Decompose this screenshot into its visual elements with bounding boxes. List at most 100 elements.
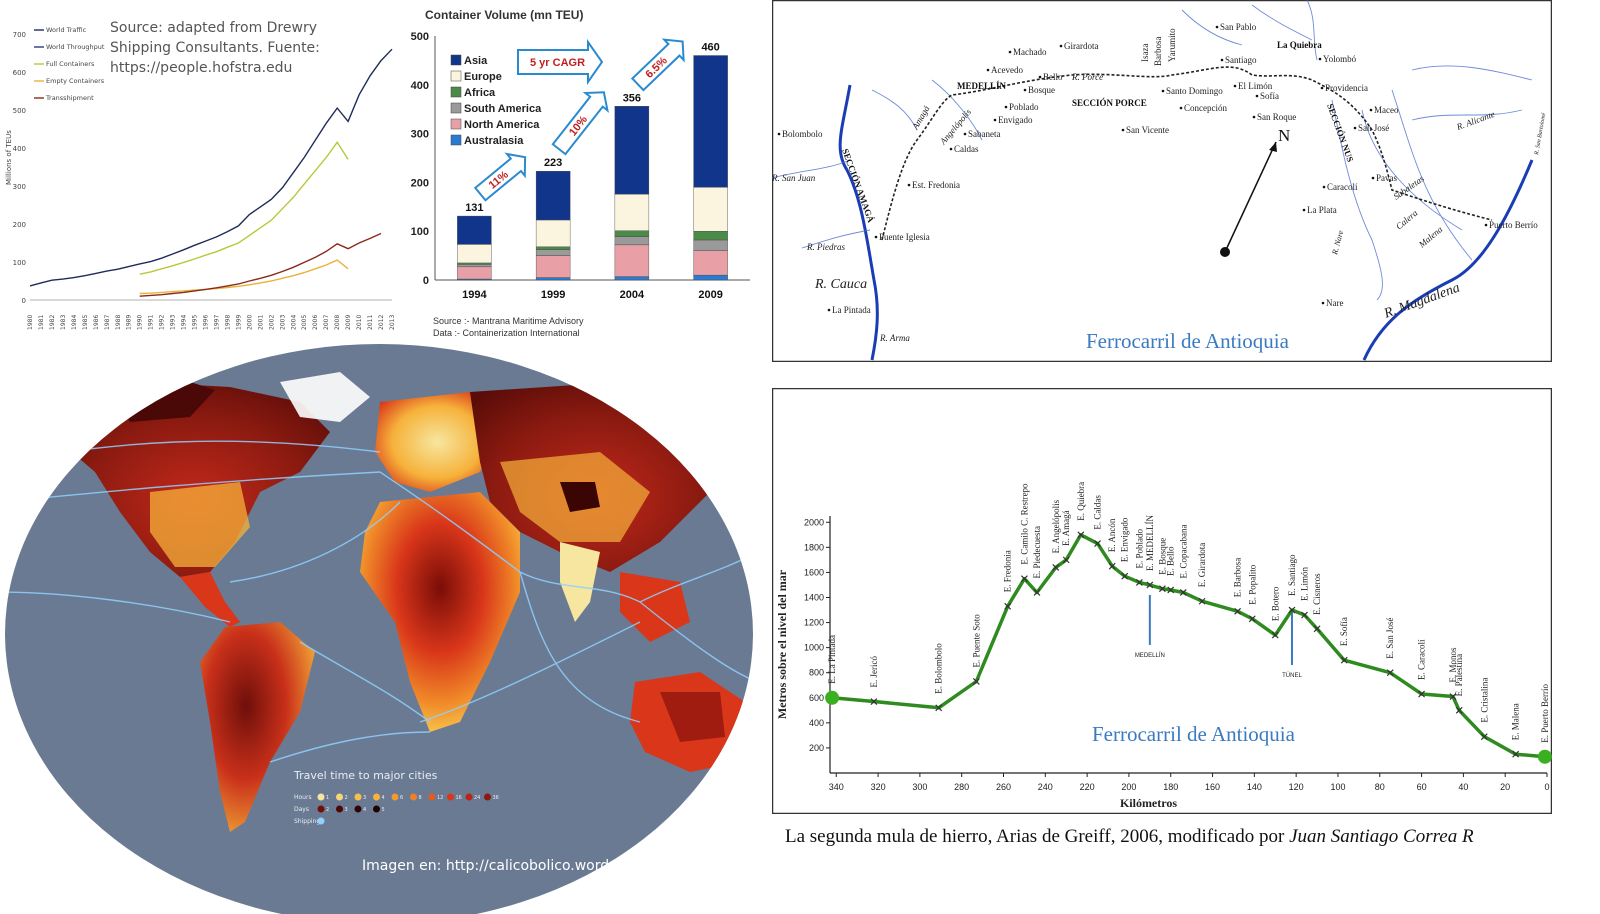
map-credit: Imagen en: http://calicobolico.wordpress…: [362, 858, 681, 874]
teu-x-tick: 1987: [104, 315, 111, 330]
place-label: Caldas: [954, 144, 979, 154]
legend-hours-tick: 8: [419, 795, 422, 801]
station-label: E. Jericó: [869, 656, 879, 688]
cv-legend-label: North America: [464, 119, 540, 131]
place-label: Maceo: [1374, 105, 1399, 115]
station-marker: [1062, 556, 1070, 564]
medellin-marker-label: MEDELLÍN: [1135, 652, 1165, 659]
cv-source-line-2: Data :- Containerization International: [433, 328, 580, 338]
place-label: SECCIÓN PORCE: [1072, 98, 1147, 108]
teu-y-tick: 300: [13, 183, 26, 191]
legend-hours-tick: 6: [400, 795, 403, 801]
station-label: E. Caldas: [1093, 495, 1103, 530]
legend-hours-swatch: [317, 793, 325, 801]
place-label: Santiago: [1225, 55, 1257, 65]
place-label: Bello: [1043, 72, 1063, 82]
cv-legend-swatch: [450, 54, 462, 66]
place-dot: [907, 183, 911, 187]
cv-bar-segment: [614, 230, 650, 237]
legend-hours-swatch: [465, 793, 473, 801]
station-label: E. Puerto Berrío: [1540, 683, 1550, 742]
station-label: E. Camilo C. Restrepo: [1019, 483, 1029, 565]
teu-x-tick: 2010: [356, 315, 363, 330]
cv-bar-segment: [457, 244, 492, 264]
station-marker: [1288, 606, 1296, 614]
station-marker: [1135, 579, 1143, 586]
station-marker: [1248, 615, 1256, 623]
cv-legend-label: Asia: [464, 55, 488, 67]
place-dot: [1369, 108, 1373, 112]
cv-x-tick: 2004: [620, 289, 645, 301]
place-dot: [1004, 105, 1008, 109]
place-label: Machado: [1013, 47, 1047, 57]
cv-total-label: 131: [465, 202, 483, 214]
place-dot: [949, 147, 953, 151]
teu-x-tick: 1996: [203, 315, 210, 330]
legend-days-swatch: [317, 805, 325, 813]
teu-y-tick: 700: [13, 31, 26, 39]
station-label: E. Piedecuesta: [1032, 526, 1042, 578]
place-dot: [1484, 223, 1488, 227]
place-label: San Vicente: [1126, 125, 1169, 135]
cv-legend-label: Australasia: [464, 135, 524, 147]
teu-x-tick: 2000: [246, 315, 253, 330]
teu-series-line: [29, 48, 393, 287]
container-volume-panel: Container Volume (mn TEU) 5 yr CAGR Sour…: [400, 0, 758, 340]
station-marker: [1271, 631, 1279, 639]
place-dot: [1161, 89, 1165, 93]
teu-x-tick: 2002: [268, 315, 275, 330]
teu-x-tick: 1994: [181, 315, 188, 330]
place-label: R. Piedras: [806, 242, 845, 252]
cagr-label: 5 yr CAGR: [530, 57, 585, 69]
teu-x-tick: 1986: [93, 315, 100, 330]
teu-y-tick: 100: [13, 259, 26, 267]
teu-x-tick: 1988: [115, 315, 122, 330]
teu-x-tick: 1981: [38, 315, 45, 330]
teu-series-line: [139, 232, 382, 297]
teu-x-tick: 1983: [60, 315, 67, 330]
cv-bar-segment: [535, 255, 571, 278]
station-marker: [1480, 733, 1488, 741]
place-label: La Plata: [1307, 205, 1337, 215]
teu-x-tick: 2004: [290, 315, 297, 330]
station-label: E. Limón: [1300, 567, 1310, 601]
station-marker: [1108, 562, 1116, 570]
place-dot: [1318, 57, 1322, 61]
world-map-panel: Travel time to major cities Hours Days S…: [0, 342, 758, 914]
teu-x-tick: 1991: [148, 315, 155, 330]
station-marker: [1386, 669, 1394, 677]
station-marker: [1052, 563, 1060, 571]
station-label: E. Fredonia: [1003, 550, 1013, 592]
station-label: E. Popalito: [1247, 564, 1257, 604]
place-label: Acevedo: [991, 65, 1023, 75]
ep-x-tick: 200: [1121, 782, 1136, 792]
place-dot: [1255, 94, 1259, 98]
cv-total-label: 223: [544, 157, 562, 169]
place-label: Girardota: [1064, 41, 1098, 51]
station-label: E. Bosque: [1157, 538, 1167, 575]
teu-legend-label: Full Containers: [46, 60, 95, 68]
cv-bar-segment: [457, 215, 492, 245]
teu-x-tick: 1992: [159, 315, 166, 330]
station-label: E. Girardota: [1197, 543, 1207, 587]
legend-days-swatch: [373, 805, 380, 813]
place-dot: [1023, 88, 1027, 92]
south-america: [200, 622, 315, 832]
place-label: Yarumito: [1167, 28, 1177, 62]
station-marker: [1158, 585, 1166, 593]
tributaries: [772, 0, 1533, 301]
station-label: E. Barbosa: [1233, 558, 1243, 598]
cv-legend-swatch: [450, 70, 462, 82]
place-dot: [777, 132, 781, 136]
station-label: E. Caracolí: [1417, 639, 1427, 680]
place-label: Envigado: [998, 115, 1033, 125]
cv-y-tick: 200: [411, 177, 429, 189]
station-marker: [1198, 597, 1206, 605]
ep-x-tick: 340: [829, 782, 844, 792]
teu-source-line-1: Source: adapted from Drewry: [110, 20, 317, 36]
teu-source-line-3: https://people.hofstra.edu: [110, 60, 292, 76]
cv-legend-swatch: [450, 86, 462, 98]
place-label: Providencia: [1325, 83, 1368, 93]
cv-legend-label: Africa: [464, 87, 496, 99]
